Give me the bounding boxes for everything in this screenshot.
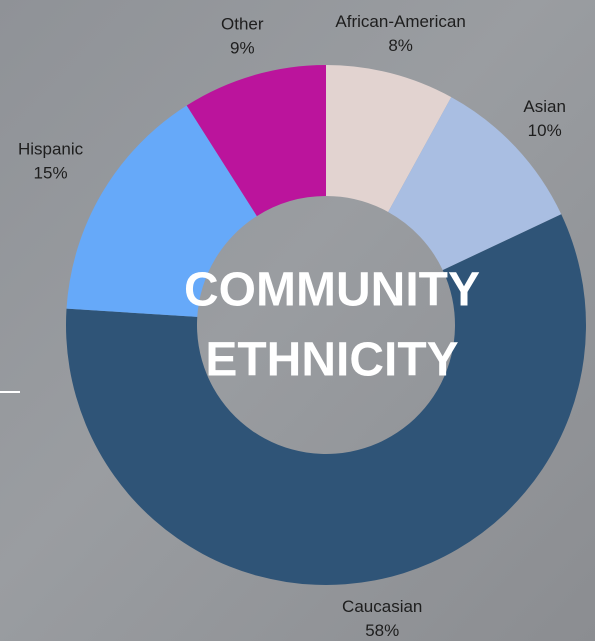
slice-value-label: 10% [528,121,562,140]
chart-title: COMMUNITY [184,264,480,317]
donut-slice [388,97,562,271]
slice-label: Other [221,14,264,33]
slice-value-label: 8% [388,36,413,55]
slice-label: Hispanic [18,140,84,159]
donut-slice [66,105,257,317]
slice-value-label: 9% [230,38,255,57]
chart-title: ETHNICITY [205,334,458,387]
donut-slice [65,214,587,586]
slice-label: Asian [523,97,566,116]
donut-slice [326,65,452,212]
slice-value-label: 15% [34,164,68,183]
slice-label: Caucasian [342,597,422,616]
slice-label: African-American [335,12,465,31]
slice-value-label: 58% [365,621,399,640]
donut-slice [186,65,326,217]
